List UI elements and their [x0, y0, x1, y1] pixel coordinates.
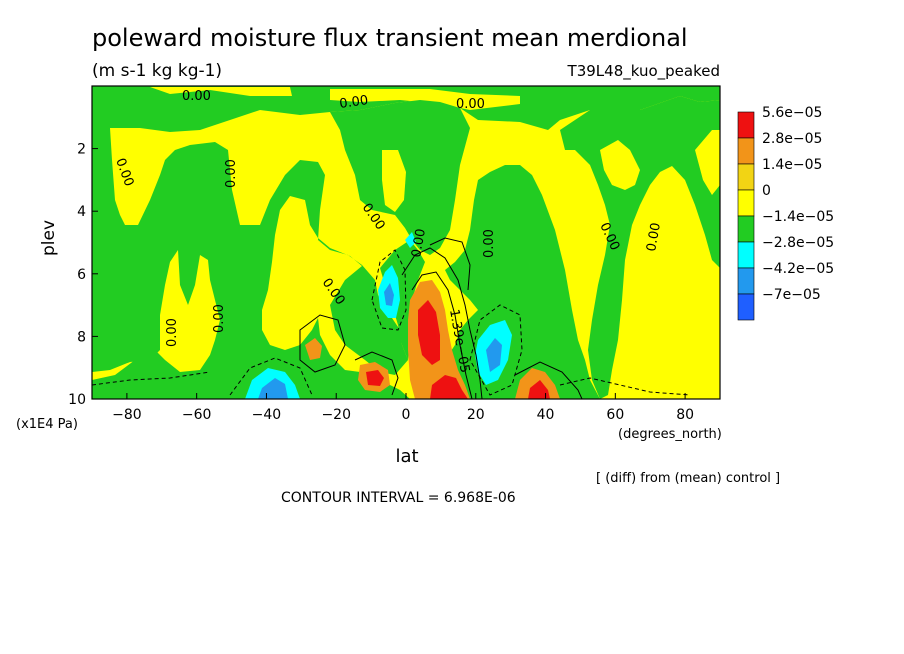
x-axis-label: lat [395, 446, 418, 467]
contour-label: 0.00 [224, 159, 239, 188]
y-tick-label: 6 [77, 267, 86, 283]
contour-line [229, 357, 313, 396]
contour-line [354, 351, 399, 396]
negative-region [560, 96, 720, 399]
legend-swatch [737, 215, 755, 243]
y-tick-label: 2 [77, 142, 86, 158]
legend-label: 1.4e−05 [762, 157, 822, 173]
contour-line [401, 247, 483, 400]
contour-label: 0.00 [409, 228, 429, 259]
contour-label: 0.00 [644, 222, 664, 253]
contour-label: 0.00 [456, 97, 485, 112]
legend-swatch [737, 267, 755, 295]
contour-line [514, 361, 583, 400]
y-tick-label: 4 [77, 204, 86, 220]
negative-region-blue [486, 338, 502, 372]
y-axis: 2 4 6 8 10 [68, 142, 98, 408]
contour-label: 0.00 [182, 89, 211, 104]
legend-label: −1.4e−05 [762, 209, 834, 225]
contour-line [411, 271, 473, 400]
x-tick-label: −60 [182, 407, 212, 423]
x-tick-label: 40 [537, 407, 555, 423]
positive-region-max [430, 375, 468, 399]
legend-label: −4.2e−05 [762, 261, 834, 277]
legend-swatch [737, 293, 755, 321]
x-tick-label: −40 [252, 407, 282, 423]
x-axis-units: (degrees_north) [618, 427, 722, 442]
chart-units: (m s-1 kg kg-1) [92, 61, 222, 81]
positive-region [695, 130, 720, 195]
contour-line [299, 314, 346, 373]
x-tick-label: −80 [112, 407, 142, 423]
contour-line [469, 304, 523, 396]
positive-region [600, 140, 640, 190]
x-tick-label: 0 [402, 407, 411, 423]
positive-region-orange [305, 338, 322, 360]
contour-label: 0.00 [338, 93, 369, 112]
legend-label: −7e−05 [762, 287, 821, 303]
contour-line [371, 249, 407, 331]
run-label: T39L48_kuo_peaked [567, 62, 720, 81]
legend-label: 2.8e−05 [762, 131, 822, 147]
positive-region [150, 87, 292, 96]
legend-label: 0 [762, 183, 771, 199]
color-legend: 5.6e−05 2.8e−05 1.4e−05 0 −1.4e−05 −2.8e−05 −4… [737, 105, 834, 321]
positive-region [330, 89, 520, 110]
negative-region-group [92, 86, 720, 399]
y-tick-label: 8 [77, 329, 86, 345]
legend-swatch [737, 189, 755, 217]
y-axis-label: plev [39, 220, 59, 256]
contour-line [559, 377, 691, 396]
contour-label: 0.00 [165, 318, 180, 347]
contour-label: 0.00 [482, 229, 497, 258]
negative-region [92, 128, 410, 399]
legend-swatch [737, 137, 755, 165]
chart-title: poleward moisture flux transient mean me… [92, 24, 688, 52]
negative-region [92, 86, 720, 132]
legend-label: 5.6e−05 [762, 105, 822, 121]
negative-region-cyan [405, 232, 416, 248]
negative-region-blue [258, 378, 288, 399]
plot-area: 0.00 0.00 0.00 0.00 0.00 0.00 0.00 0.00 … [91, 85, 721, 400]
x-tick-label: 20 [467, 407, 485, 423]
contour-line [91, 371, 211, 386]
legend-swatch [737, 241, 755, 269]
x-axis: −80 −60 −40 −20 0 20 40 60 80 [112, 393, 694, 423]
negative-region-blue [384, 283, 394, 306]
positive-region-max [366, 370, 384, 386]
positive-region-max [528, 380, 550, 399]
positive-region [382, 150, 406, 212]
legend-label: −2.8e−05 [762, 235, 834, 251]
contour-interval: CONTOUR INTERVAL = 6.968E-06 [281, 490, 516, 506]
diff-note: [ (diff) from (mean) control ] [596, 471, 780, 486]
positive-region-max [418, 300, 440, 365]
legend-swatch [737, 163, 755, 191]
contour-lines [91, 237, 691, 400]
contour-label: 0.00 [212, 304, 227, 333]
y-axis-units: (x1E4 Pa) [16, 417, 78, 432]
y-tick-label: 10 [68, 392, 86, 408]
legend-swatch [737, 111, 755, 139]
x-tick-label: 80 [676, 407, 694, 423]
x-tick-label: −20 [321, 407, 351, 423]
contour-line [429, 237, 471, 291]
x-tick-label: 60 [606, 407, 624, 423]
